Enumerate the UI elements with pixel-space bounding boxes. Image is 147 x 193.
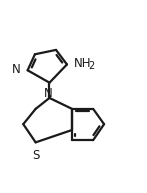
Text: S: S [32,149,39,162]
Text: 2: 2 [88,61,94,71]
Text: N: N [44,87,52,100]
Text: NH: NH [74,57,92,70]
Text: N: N [12,63,21,76]
